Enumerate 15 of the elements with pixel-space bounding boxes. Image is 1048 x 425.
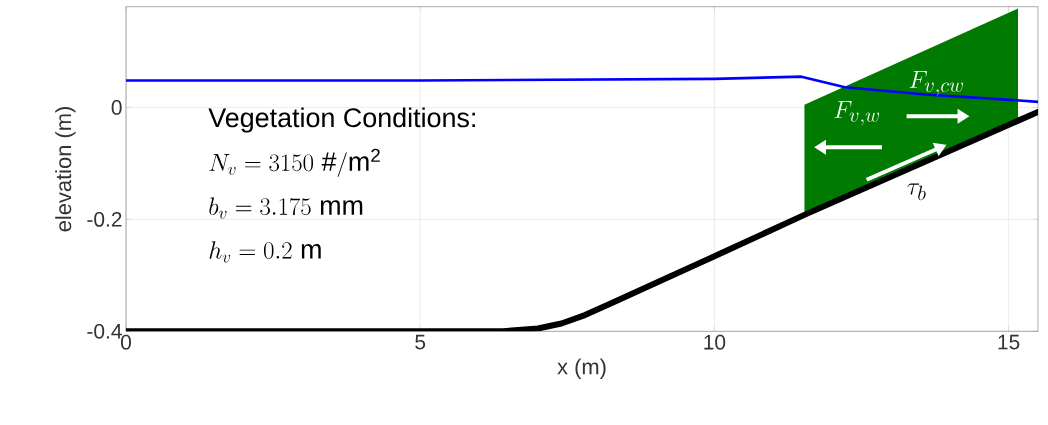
annotation: $N_v = 3150\ \mathrm{\#/m^{2}}$: [209, 148, 380, 178]
annotation: $F_{v,cw}$: [909, 71, 963, 96]
y-tick-label: 0: [111, 100, 122, 115]
x-tick-label: 10: [704, 334, 726, 350]
annotation: Vegetation Conditions:: [208, 107, 475, 133]
annotation: $F_{v,w}$: [834, 101, 880, 126]
annotation: $b_v = 3.175\ \mathrm{mm}$: [209, 197, 363, 219]
x-tick-label: 15: [998, 334, 1020, 350]
y-axis-title: elevation (m): [55, 107, 76, 232]
annotation: $h_v = 0.2\ \mathrm{m}$: [209, 241, 321, 263]
y-tick-label: -0.4: [87, 323, 122, 339]
x-tick-label: 5: [415, 334, 426, 350]
y-tick-label: -0.2: [87, 211, 122, 227]
x-axis-title: x (m): [557, 358, 606, 379]
annotation: $\tau_b$: [907, 183, 926, 201]
